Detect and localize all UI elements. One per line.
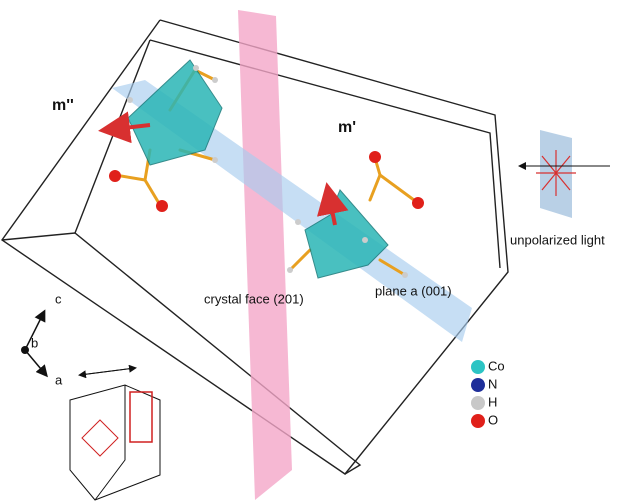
crystal-face-label: crystal face (201) (204, 291, 304, 306)
legend-label: Co (488, 358, 505, 373)
crystal-inset (69, 364, 161, 501)
light-label: unpolarized light (510, 232, 605, 247)
axis-c-label: c (55, 291, 62, 306)
molecule-1 (98, 59, 223, 212)
legend-swatch (471, 414, 485, 428)
crystal-face-plane (238, 10, 292, 500)
legend-swatch (471, 396, 485, 410)
legend: Co NHO (471, 358, 505, 428)
axis-a-label: a (55, 372, 63, 387)
molecule-2 (287, 151, 424, 279)
legend-swatch (471, 360, 485, 374)
legend-swatch (471, 378, 485, 392)
legend-label: O (488, 412, 498, 427)
m-single-label: m' (338, 119, 356, 136)
light-icon (518, 130, 610, 218)
m-double-label: m'' (52, 97, 74, 114)
axes-icon (21, 309, 48, 378)
legend-label: N (488, 376, 497, 391)
plane-a-label: plane a (001) (375, 283, 452, 298)
legend-label: H (488, 394, 497, 409)
axis-b-label: b (31, 335, 38, 350)
